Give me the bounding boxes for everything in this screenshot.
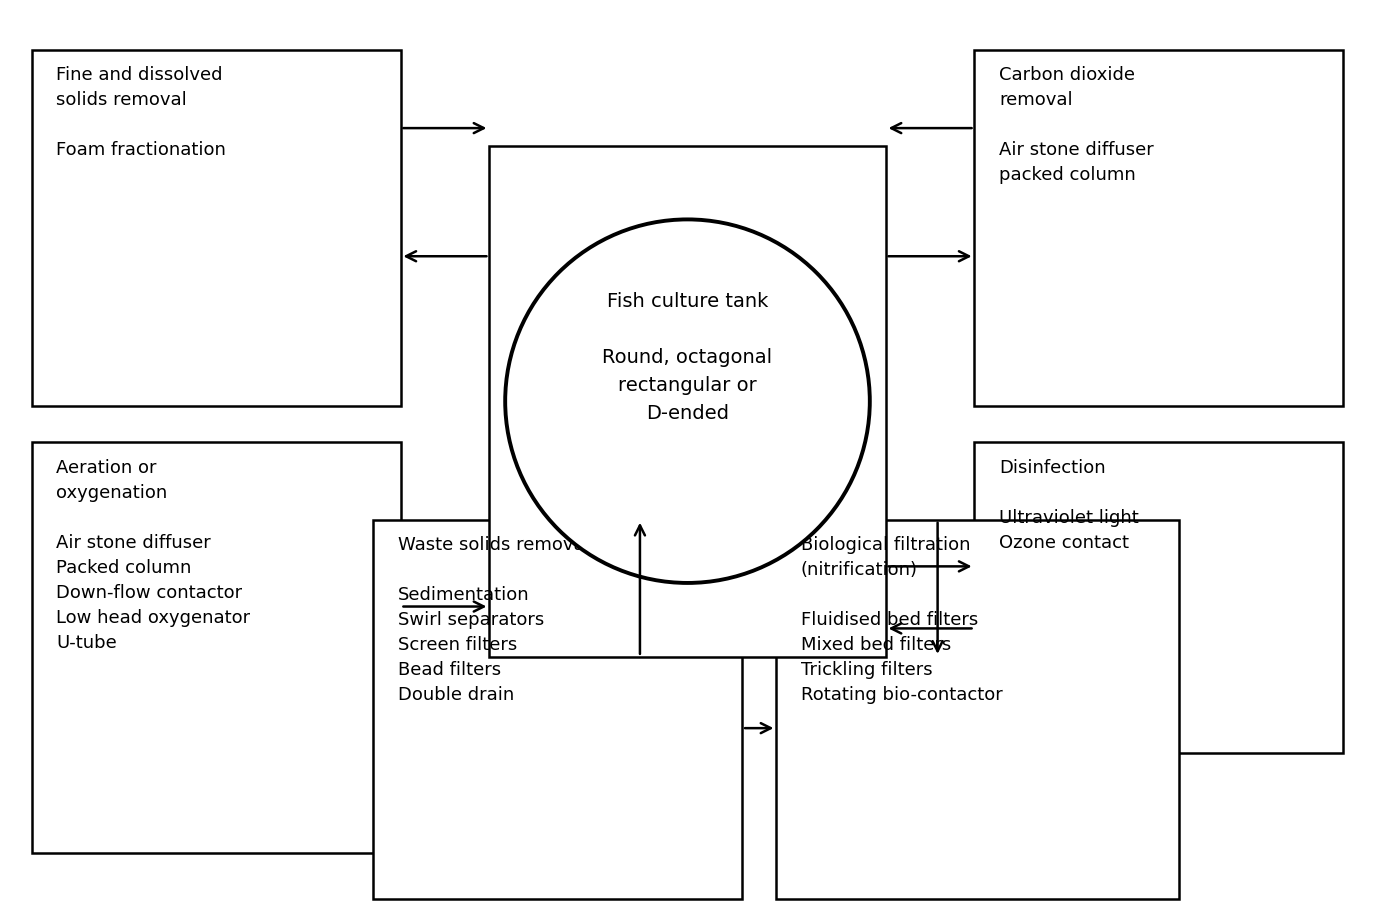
Text: Waste solids removal

Sedimentation
Swirl separators
Screen filters
Bead filters: Waste solids removal Sedimentation Swirl… bbox=[397, 536, 590, 705]
Text: Biological filtration
(nitrification)

Fluidised bed filters
Mixed bed filters
T: Biological filtration (nitrification) Fl… bbox=[800, 536, 1002, 705]
Text: Aeration or
oxygenation

Air stone diffuser
Packed column
Down-flow contactor
Lo: Aeration or oxygenation Air stone diffus… bbox=[56, 459, 250, 652]
Ellipse shape bbox=[505, 219, 870, 583]
Bar bbox=[373, 519, 742, 899]
Bar bbox=[975, 50, 1343, 406]
Bar bbox=[32, 442, 400, 853]
Bar bbox=[975, 442, 1343, 752]
Bar bbox=[777, 519, 1180, 899]
Bar bbox=[32, 50, 400, 406]
Text: Fine and dissolved
solids removal

Foam fractionation: Fine and dissolved solids removal Foam f… bbox=[56, 66, 226, 159]
Text: Fish culture tank

Round, octagonal
rectangular or
D-ended: Fish culture tank Round, octagonal recta… bbox=[602, 292, 773, 423]
Bar bbox=[490, 146, 886, 657]
Text: Carbon dioxide
removal

Air stone diffuser
packed column: Carbon dioxide removal Air stone diffuse… bbox=[1000, 66, 1154, 184]
Text: Disinfection

Ultraviolet light
Ozone contact: Disinfection Ultraviolet light Ozone con… bbox=[1000, 459, 1138, 552]
